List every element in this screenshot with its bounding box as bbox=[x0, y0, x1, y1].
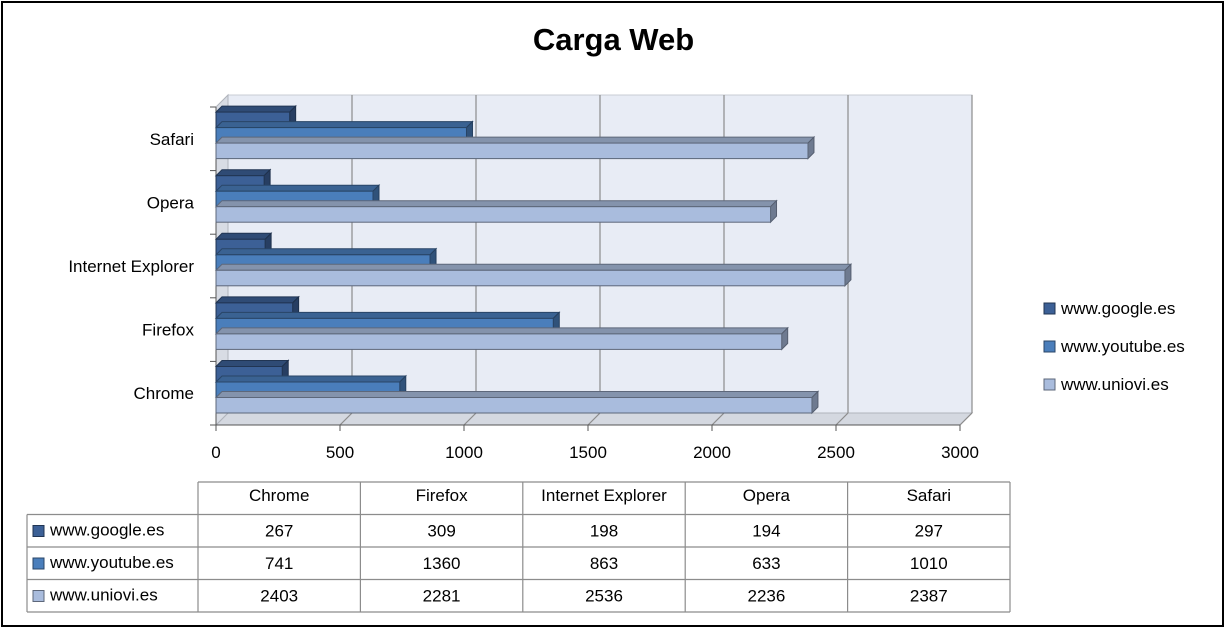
y-tick-label: Chrome bbox=[134, 384, 194, 403]
bar-top bbox=[214, 327, 789, 335]
x-tick-label: 1000 bbox=[445, 443, 483, 462]
bar-top bbox=[214, 200, 778, 208]
table-header-cell: Safari bbox=[907, 486, 951, 505]
table-cell: 741 bbox=[265, 554, 293, 573]
bar-top bbox=[214, 169, 272, 177]
bar bbox=[215, 397, 813, 414]
bar bbox=[215, 269, 846, 287]
legend-swatch bbox=[1043, 340, 1056, 353]
y-tick-label: Safari bbox=[150, 130, 194, 149]
table-cell: 267 bbox=[265, 522, 293, 541]
table-cell: 297 bbox=[915, 522, 943, 541]
table-cell: 2403 bbox=[260, 587, 298, 606]
legend-label: www.youtube.es bbox=[1060, 337, 1185, 356]
table-header-cell: Firefox bbox=[416, 486, 468, 505]
table-cell: 2536 bbox=[585, 587, 623, 606]
table-row-label: www.youtube.es bbox=[49, 553, 174, 572]
gridline-floor bbox=[587, 412, 601, 426]
table-legend-swatch bbox=[32, 557, 45, 570]
gridline-floor bbox=[463, 412, 477, 426]
bar bbox=[215, 333, 783, 350]
bar-top bbox=[214, 311, 561, 319]
legend-label: www.uniovi.es bbox=[1060, 375, 1169, 394]
table-cell: 1010 bbox=[910, 554, 948, 573]
table-cell: 198 bbox=[590, 522, 618, 541]
bar bbox=[215, 206, 772, 223]
bar-top bbox=[214, 360, 290, 367]
legend-swatch bbox=[1043, 302, 1056, 315]
gridline-floor bbox=[959, 412, 973, 426]
table-legend-swatch bbox=[32, 525, 45, 537]
y-tick-label: Firefox bbox=[142, 321, 194, 340]
y-tick-label: Internet Explorer bbox=[68, 257, 194, 276]
table-row-label: www.google.es bbox=[49, 521, 164, 540]
bar-group bbox=[214, 390, 820, 415]
bar-group bbox=[214, 326, 789, 351]
bar bbox=[215, 142, 809, 160]
x-tick-label: 1500 bbox=[569, 443, 607, 462]
bar-top bbox=[214, 248, 438, 256]
bar-group bbox=[214, 199, 778, 224]
x-tick-label: 500 bbox=[326, 443, 354, 462]
table-row-label: www.uniovi.es bbox=[49, 586, 158, 605]
legend-swatch bbox=[1043, 378, 1056, 391]
x-tick-label: 0 bbox=[211, 443, 220, 462]
table-cell: 2387 bbox=[910, 587, 948, 606]
table-cell: 309 bbox=[427, 522, 455, 541]
table-header-cell: Chrome bbox=[249, 486, 309, 505]
bar-top bbox=[214, 391, 820, 398]
legend-label: www.google.es bbox=[1060, 299, 1175, 318]
table-cell: 633 bbox=[752, 554, 780, 573]
x-tick-label: 2500 bbox=[817, 443, 855, 462]
gridline-floor bbox=[711, 412, 725, 426]
bar-top bbox=[214, 136, 816, 144]
bar-top bbox=[214, 184, 381, 192]
table-cell: 1360 bbox=[423, 554, 461, 573]
table-cell: 2281 bbox=[423, 587, 461, 606]
chart-title: Carga Web bbox=[532, 22, 695, 57]
bar-top bbox=[214, 296, 300, 304]
table-header-cell: Internet Explorer bbox=[541, 486, 667, 505]
table-header-cell: Opera bbox=[743, 486, 791, 505]
bar-top bbox=[214, 263, 853, 271]
bar-top bbox=[214, 105, 297, 113]
x-tick-label: 3000 bbox=[941, 443, 979, 462]
gridline-floor bbox=[339, 412, 353, 426]
bar-top bbox=[214, 232, 273, 240]
bar-group bbox=[214, 263, 853, 288]
bar-top bbox=[214, 375, 407, 383]
table-cell: 2236 bbox=[747, 587, 785, 606]
y-tick-label: Opera bbox=[147, 193, 195, 212]
table-cell: 863 bbox=[590, 554, 618, 573]
gridline-floor bbox=[835, 412, 849, 426]
table-legend-swatch bbox=[32, 590, 45, 602]
table-cell: 194 bbox=[752, 522, 780, 541]
bar-group bbox=[214, 135, 816, 160]
x-tick-label: 2000 bbox=[693, 443, 731, 462]
bar-top bbox=[214, 121, 474, 129]
